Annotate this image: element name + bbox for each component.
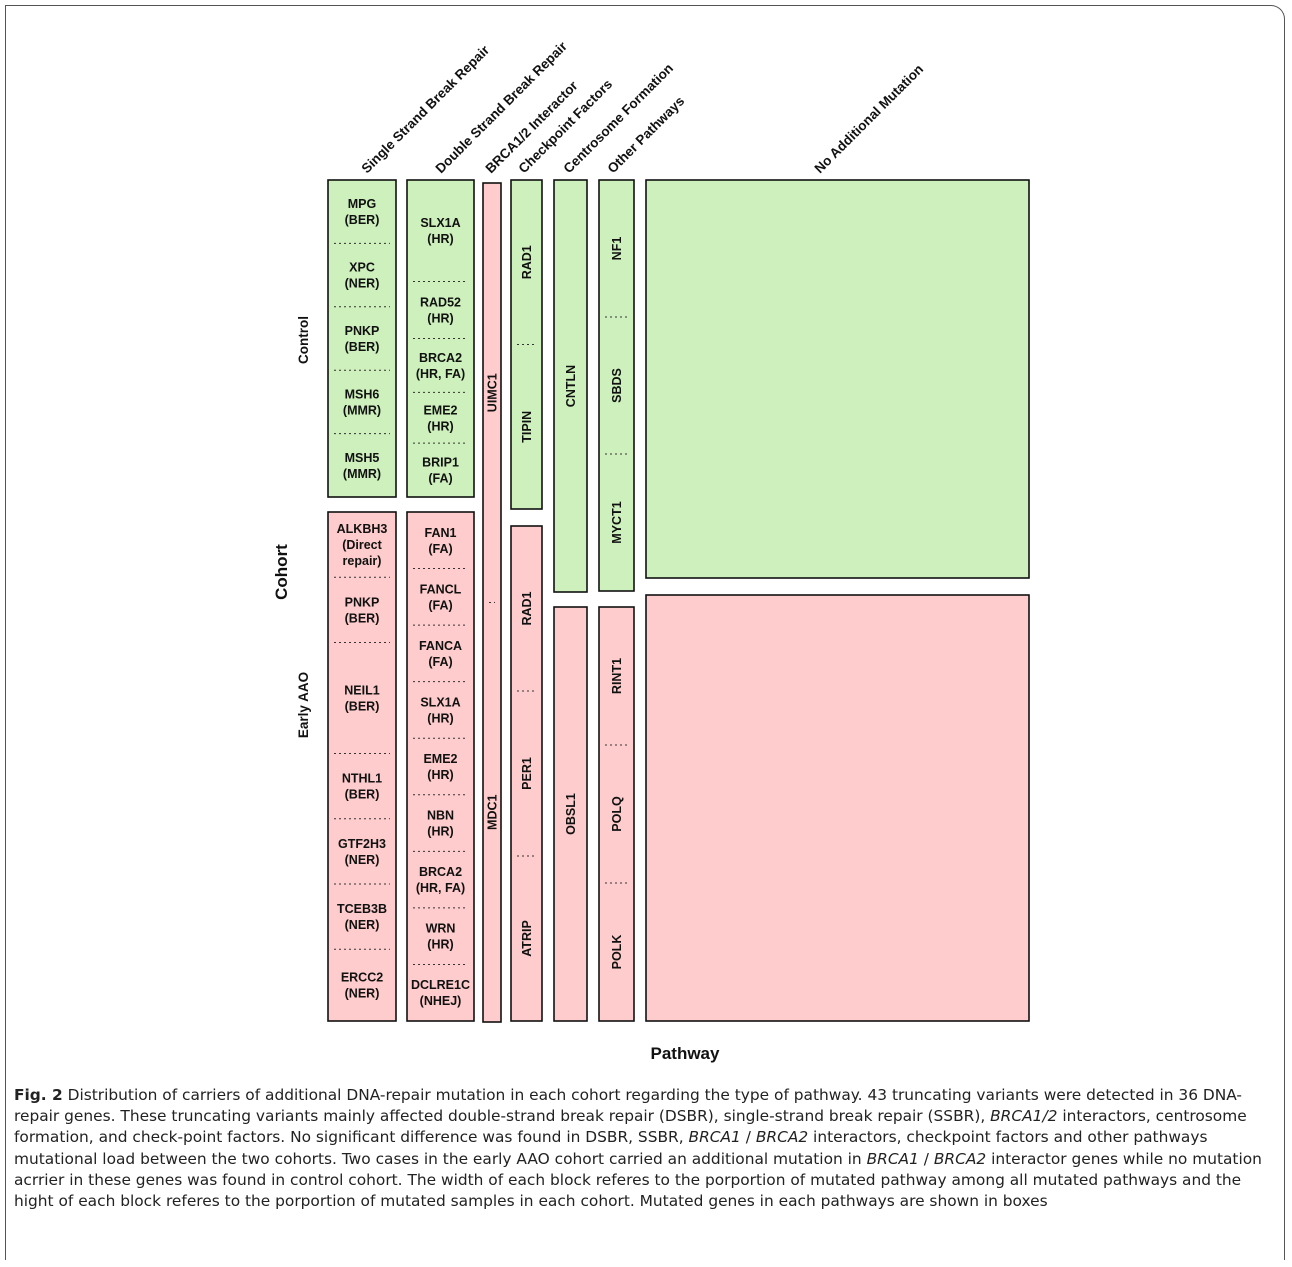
gene-label: RAD1 (520, 591, 534, 625)
caption-italic-4: BRCA1 (866, 1149, 919, 1168)
gene-label: NTHL1 (BER) (342, 772, 382, 802)
block-no-additional-mutation-early-aao (645, 594, 1030, 1022)
block-rect (645, 179, 1030, 579)
gene-label: UIMC1 (486, 373, 500, 412)
block-rect (327, 511, 397, 1022)
gene-label: POLQ (610, 796, 624, 832)
gene-label: MPG (BER) (345, 197, 380, 227)
gene-label: OBSL1 (564, 793, 578, 835)
cohort-label-early-aao: Early AAO (296, 672, 311, 738)
gene-label: RAD52 (HR) (420, 295, 461, 325)
gene-label: POLK (610, 935, 624, 970)
caption-text-1: Distribution of carriers of additional D… (14, 1086, 1242, 1126)
pathway-label-single-strand-break-repair: Single Strand Break Repair (359, 42, 493, 176)
block-rect (510, 179, 543, 510)
gene-label: NBN (HR) (427, 809, 454, 839)
gene-label: FANCL (FA) (420, 582, 462, 612)
gene-label: ERCC2 (NER) (341, 971, 383, 1001)
block-single-strand-break-repair-control: MPG (BER) XPC (NER) PNKP (BER) MSH6 (MMR) MSH5 (M… (327, 179, 397, 498)
caption-text-4: interactor genes while no mutation acrri… (14, 1149, 1262, 1211)
block-other-pathways-control: NF1 SBDS MYCT1 (598, 179, 635, 592)
gene-label: ALKBH3 (Direct repair) (337, 522, 388, 568)
block-checkpoint-factors-control: RAD1 TIPIN (510, 179, 543, 510)
gene-label: TCEB3B (NER) (337, 902, 387, 932)
block-rect (645, 594, 1030, 1022)
gene-label: XPC (NER) (345, 261, 380, 291)
figure-frame (5, 5, 1285, 1260)
caption-sep-2: / (740, 1128, 756, 1147)
gene-label: EME2 (HR) (423, 752, 457, 782)
gene-label: SLX1A (HR) (420, 695, 460, 725)
gene-label: FAN1 (FA) (425, 526, 457, 556)
gene-label: PER1 (520, 757, 534, 790)
gene-label: NEIL1 (BER) (344, 683, 379, 713)
gene-label: DCLRE1C (NHEJ) (411, 978, 470, 1008)
block-centrosome-formation-control: CNTLN (553, 179, 588, 593)
gene-label: PNKP (BER) (345, 324, 380, 354)
block-rect (327, 179, 397, 498)
x-axis-title: Pathway (651, 1044, 721, 1063)
block-rect (482, 182, 502, 1023)
gene-label: NF1 (610, 237, 624, 261)
block-double-strand-break-repair-control: SLX1A (HR) RAD52 (HR) BRCA2 (HR, FA) EME2 (HR) B… (406, 179, 475, 498)
caption-sep-4: / (918, 1149, 934, 1168)
block-rect (553, 606, 588, 1022)
gene-label: BRIP1 (FA) (422, 456, 459, 486)
block-rect (510, 525, 543, 1022)
caption-italic-5: BRCA2 (933, 1149, 987, 1168)
figure-caption: Fig. 2 Distribution of carriers of addit… (14, 1085, 1276, 1212)
block-other-pathways-early-aao: RINT1 POLQ POLK (598, 606, 635, 1022)
gene-label: CNTLN (564, 365, 578, 407)
block-no-additional-mutation-control (645, 179, 1030, 579)
caption-italic-3: BRCA2 (755, 1128, 809, 1147)
gene-label: EME2 (HR) (423, 403, 457, 433)
gene-label: SBDS (610, 368, 624, 403)
caption-italic-1: BRCA1/2 (990, 1107, 1058, 1126)
block-checkpoint-factors-early-aao: RAD1 PER1 ATRIP (510, 525, 543, 1022)
block-brca1-2-interactor-early-aao: UIMC1 MDC1 (482, 182, 502, 1023)
gene-label: MSH6 (MMR) (343, 387, 381, 417)
gene-label: RINT1 (610, 658, 624, 694)
gene-label: TIPIN (520, 411, 534, 443)
caption-label: Fig. 2 (14, 1086, 63, 1104)
block-single-strand-break-repair-early-aao: ALKBH3 (Direct repair) PNKP (BER) NEIL1 (BER) N… (327, 511, 397, 1022)
block-rect (598, 606, 635, 1022)
gene-label: FANCA (FA) (419, 639, 462, 669)
gene-label: SLX1A (HR) (420, 216, 460, 246)
gene-label: GTF2H3 (NER) (338, 837, 386, 867)
gene-label: MYCT1 (610, 501, 624, 543)
gene-label: BRCA2 (HR, FA) (416, 865, 465, 895)
caption-text-2: interactors, centrosome formation, and c… (14, 1107, 1247, 1147)
cohort-label-control: Control (296, 316, 311, 364)
pathway-label-no-additional-mutation: No Additional Mutation (812, 61, 927, 176)
gene-label: PNKP (BER) (345, 595, 380, 625)
block-rect (553, 179, 588, 593)
gene-label: MSH5 (MMR) (343, 451, 381, 481)
pathway-label-other-pathways: Other Pathways (605, 93, 688, 176)
block-centrosome-formation-early-aao: OBSL1 (553, 606, 588, 1022)
gene-label: BRCA2 (HR, FA) (416, 351, 465, 381)
caption-italic-2: BRCA1 (688, 1128, 741, 1147)
block-rect (598, 179, 635, 592)
gene-label: RAD1 (520, 245, 534, 279)
y-axis-title: Cohort (272, 544, 291, 600)
gene-label: WRN (HR) (426, 922, 456, 952)
gene-label: MDC1 (486, 794, 500, 829)
caption-text-3: interactors, checkpoint factors and othe… (14, 1128, 1208, 1168)
gene-label: ATRIP (520, 920, 534, 957)
block-rect (406, 511, 475, 1022)
block-double-strand-break-repair-early-aao: FAN1 (FA) FANCL (FA) FANCA (FA) SLX1A (HR) EME2(… (406, 511, 475, 1022)
